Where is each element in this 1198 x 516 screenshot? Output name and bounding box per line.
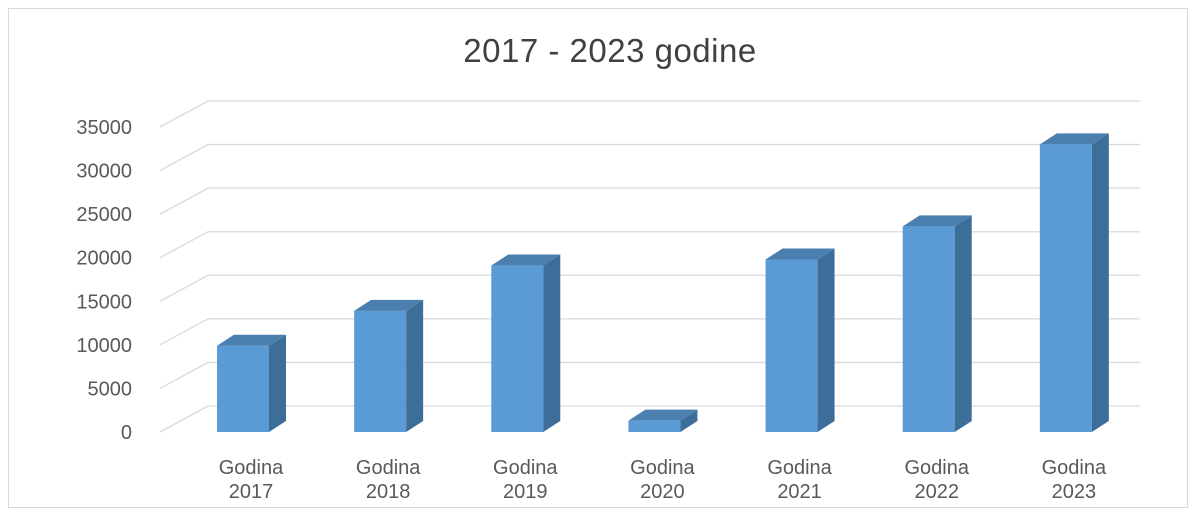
bar-top-1 xyxy=(354,299,424,311)
bar-side-3 xyxy=(680,409,698,432)
bar-front-2 xyxy=(491,265,544,432)
x-tick-label-6-line-0: Godina xyxy=(1042,457,1107,479)
gridline-7 xyxy=(159,100,1140,128)
x-tick-label-0-line-0: Godina xyxy=(219,457,284,479)
chart-title: 2017 - 2023 godine xyxy=(463,32,756,69)
gridline-1 xyxy=(159,361,1140,390)
bar-5 xyxy=(902,215,972,432)
x-tick-label-5-line-0: Godina xyxy=(904,457,969,479)
x-tick-label-4-line-1: 2021 xyxy=(777,481,822,503)
bar-top-0 xyxy=(217,334,286,346)
bar-0 xyxy=(217,334,286,432)
bar-2 xyxy=(491,254,561,432)
bar-side-4 xyxy=(817,248,835,432)
y-tick-label-4: 20000 xyxy=(76,248,132,270)
gridline-6 xyxy=(159,143,1140,172)
gridline-2 xyxy=(159,318,1140,346)
bar-6 xyxy=(1039,133,1109,432)
bar-top-4 xyxy=(765,248,835,260)
bar-side-1 xyxy=(406,299,424,432)
y-tick-label-6: 30000 xyxy=(76,161,132,183)
gridline-4 xyxy=(159,231,1140,259)
gridline-3 xyxy=(159,274,1140,302)
x-tick-label-1: Godina 2018 xyxy=(356,457,421,503)
y-tick-label-7: 35000 xyxy=(76,117,132,139)
bar-top-6 xyxy=(1039,133,1109,145)
bar-front-5 xyxy=(902,226,955,432)
bar-side-0 xyxy=(269,334,286,432)
x-tick-label-0: Godina 2017 xyxy=(219,457,284,503)
bar-top-3 xyxy=(628,409,698,421)
y-tick-label-1: 5000 xyxy=(88,378,133,400)
y-tick-label-0: 0 xyxy=(121,422,132,444)
gridlines xyxy=(159,100,1140,433)
bar-top-2 xyxy=(491,254,561,266)
bars xyxy=(217,133,1109,432)
x-tick-label-0-line-1: 2017 xyxy=(229,481,274,503)
x-tick-label-2-line-0: Godina xyxy=(493,457,558,479)
bar-side-2 xyxy=(543,254,561,432)
bar-front-3 xyxy=(628,420,681,432)
y-axis: 0 5000 10000 15000 20000 25000 30000 35000 xyxy=(76,117,132,444)
y-tick-label-3: 15000 xyxy=(76,291,132,313)
bar-4 xyxy=(765,248,835,432)
x-tick-label-6-line-1: 2023 xyxy=(1052,481,1097,503)
y-tick-label-2: 10000 xyxy=(76,335,132,357)
x-tick-label-4-line-0: Godina xyxy=(767,457,832,479)
gridline-5 xyxy=(159,187,1140,215)
x-tick-label-4: Godina 2021 xyxy=(767,457,832,503)
x-tick-label-5-line-1: 2022 xyxy=(914,481,959,503)
y-tick-label-5: 25000 xyxy=(76,204,132,226)
x-tick-label-2: Godina 2019 xyxy=(493,457,558,503)
x-tick-label-1-line-0: Godina xyxy=(356,457,421,479)
x-tick-label-5: Godina 2022 xyxy=(904,457,969,503)
chart-frame xyxy=(8,8,1188,508)
bar-3 xyxy=(628,409,698,432)
x-tick-label-3: Godina 2020 xyxy=(630,457,695,503)
bar-front-6 xyxy=(1039,144,1092,432)
x-tick-label-3-line-0: Godina xyxy=(630,457,695,479)
bar-front-4 xyxy=(765,259,818,432)
bar-1 xyxy=(354,299,424,432)
bar-side-5 xyxy=(954,215,972,432)
bar-front-1 xyxy=(354,310,407,432)
bar-front-0 xyxy=(217,345,269,432)
x-tick-label-3-line-1: 2020 xyxy=(640,481,685,503)
x-tick-label-6: Godina 2023 xyxy=(1042,457,1107,503)
x-tick-label-1-line-1: 2018 xyxy=(366,481,411,503)
bar-top-5 xyxy=(902,215,972,227)
bar-side-6 xyxy=(1091,133,1109,432)
x-tick-label-2-line-1: 2019 xyxy=(503,481,548,503)
